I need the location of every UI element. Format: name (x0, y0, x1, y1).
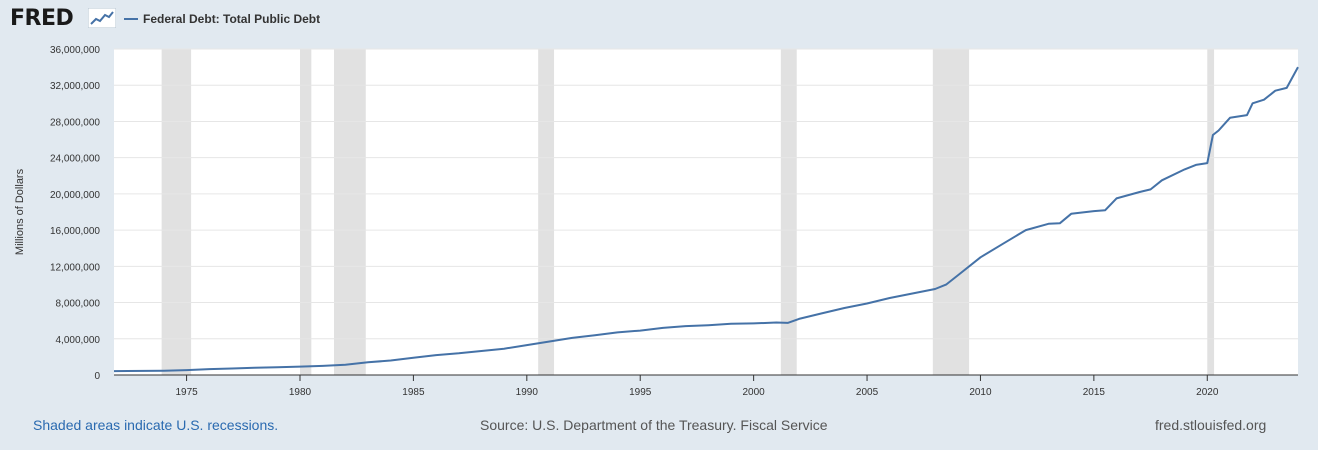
x-tick-label: 2020 (1196, 387, 1219, 398)
recession-band (538, 49, 555, 375)
grid-layer (114, 48, 1298, 340)
fred-logo[interactable]: FRED (10, 6, 74, 31)
y-tick-label: 0 (94, 371, 100, 382)
legend-label: Federal Debt: Total Public Debt (143, 12, 321, 26)
x-tick-label: 1980 (289, 387, 312, 398)
chart: 0 4,000,000 8,000,000 12,000,000 16,000,000 2… (14, 45, 1299, 398)
y-tick-label: 8,000,000 (56, 299, 101, 310)
fred-url[interactable]: fred.stlouisfed.org (1155, 417, 1267, 433)
recession-band (780, 49, 797, 375)
line-graph-icon (88, 8, 116, 28)
y-tick-label: 20,000,000 (50, 190, 100, 201)
x-tick-label: 1975 (175, 387, 198, 398)
x-tick-label: 2005 (856, 387, 879, 398)
series-layer (113, 66, 1299, 373)
y-tick-label: 32,000,000 (50, 81, 100, 92)
x-tick-label: 1990 (516, 387, 539, 398)
y-tick-label: 36,000,000 (50, 45, 100, 56)
x-tick-label: 2000 (743, 387, 766, 398)
recession-band (334, 49, 366, 375)
recession-band (1207, 49, 1215, 375)
x-tick-label: 1985 (402, 387, 425, 398)
y-tick-label: 24,000,000 (50, 154, 100, 165)
axis-layer: 0 4,000,000 8,000,000 12,000,000 16,000,000 2… (50, 45, 1298, 398)
recession-note[interactable]: Shaded areas indicate U.S. recessions. (33, 417, 279, 433)
recession-band (932, 49, 970, 375)
y-tick-label: 28,000,000 (50, 117, 100, 128)
x-tick-label: 2015 (1083, 387, 1106, 398)
recession-band (299, 49, 312, 375)
y-tick-label: 12,000,000 (50, 262, 100, 273)
y-tick-label: 16,000,000 (50, 226, 100, 237)
source-text: Source: U.S. Department of the Treasury.… (480, 417, 828, 433)
series-line (113, 66, 1299, 373)
x-tick-label: 1995 (629, 387, 652, 398)
recession-band (161, 49, 192, 375)
recession-layer (161, 49, 1215, 375)
legend: Federal Debt: Total Public Debt (124, 12, 320, 26)
legend-swatch (124, 17, 138, 20)
x-tick-label: 2010 (969, 387, 992, 398)
y-tick-label: 4,000,000 (56, 335, 101, 346)
y-axis-label: Millions of Dollars (14, 168, 26, 255)
